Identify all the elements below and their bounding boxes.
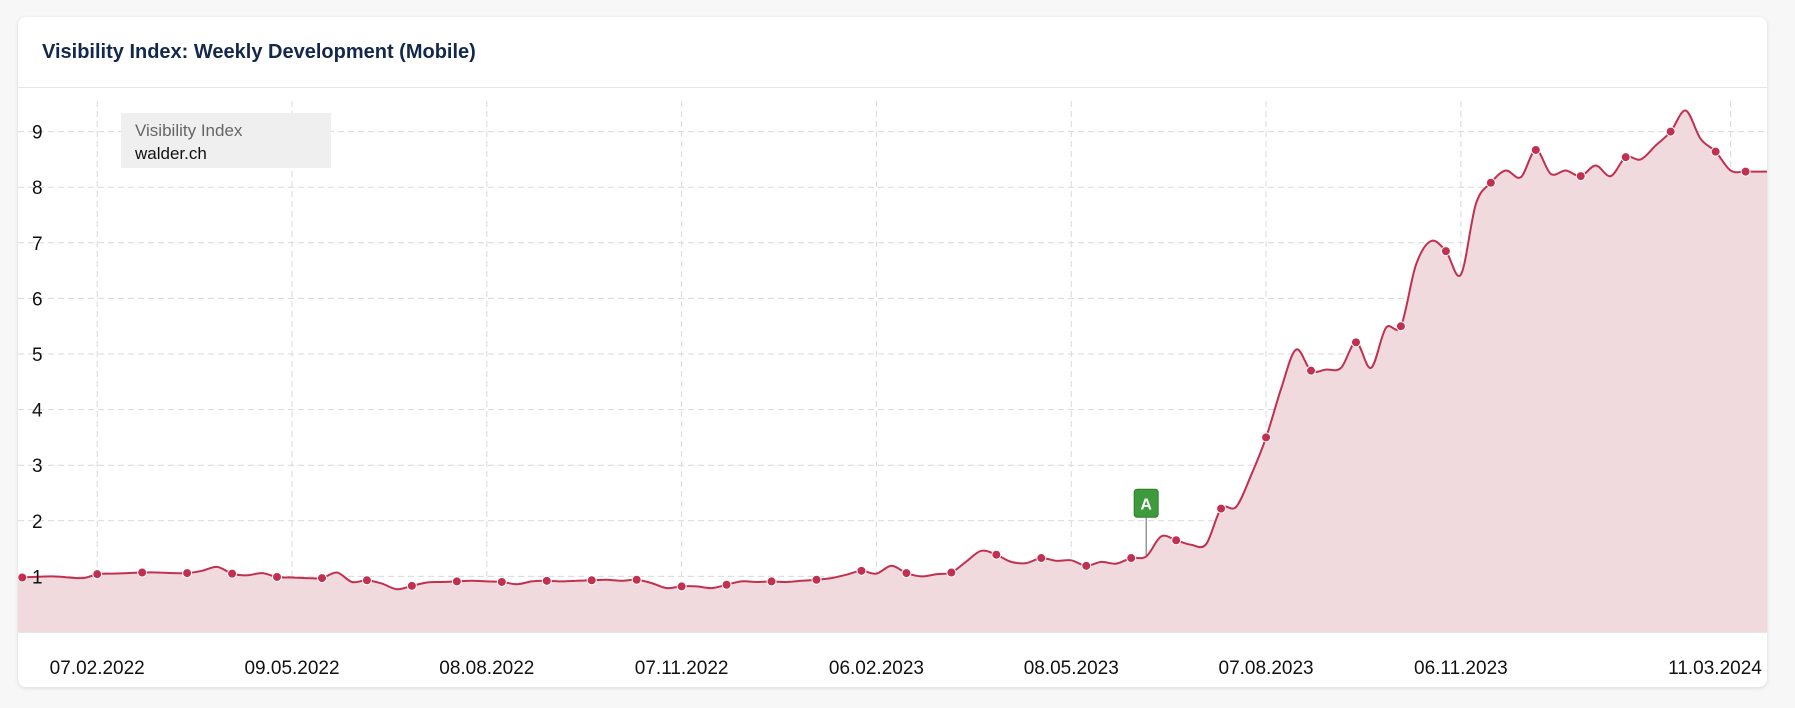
data-point[interactable]	[92, 569, 103, 580]
y-tick-label: 4	[32, 401, 43, 422]
legend-title: Visibility Index	[135, 121, 243, 140]
data-point[interactable]	[406, 580, 417, 591]
x-tick-label: 11.03.2024	[1668, 658, 1762, 679]
data-point[interactable]	[1530, 144, 1541, 155]
visibility-chart: 1 2 3 4 5 6 7 8 9 07.02.2022 09.05.2022 08.08.2022…	[18, 101, 1767, 679]
data-point[interactable]	[631, 574, 642, 585]
x-tick-label: 09.05.2022	[244, 658, 339, 679]
x-tick-label: 08.08.2022	[439, 658, 534, 679]
y-tick-label: 5	[32, 345, 43, 366]
data-point[interactable]	[18, 572, 28, 583]
legend-box: Visibility Index walder.ch	[121, 113, 331, 168]
legend-background	[121, 113, 331, 168]
data-point[interactable]	[766, 576, 777, 587]
data-point[interactable]	[1620, 152, 1631, 163]
data-point[interactable]	[272, 571, 283, 582]
data-point[interactable]	[1306, 365, 1317, 376]
data-point[interactable]	[1261, 432, 1272, 443]
x-axis-ticks: 07.02.2022 09.05.2022 08.08.2022 07.11.2022…	[50, 658, 1763, 679]
data-point[interactable]	[1710, 146, 1721, 157]
data-point[interactable]	[901, 568, 912, 579]
x-tick-label: 06.02.2023	[829, 658, 924, 679]
data-point[interactable]	[1350, 337, 1361, 348]
data-point[interactable]	[1740, 166, 1751, 177]
x-tick-label: 06.11.2023	[1414, 658, 1508, 679]
data-point[interactable]	[1126, 553, 1137, 564]
data-point[interactable]	[1171, 535, 1182, 546]
data-point[interactable]	[137, 567, 148, 578]
data-point[interactable]	[811, 574, 822, 585]
data-point[interactable]	[1440, 246, 1451, 257]
data-point[interactable]	[316, 573, 327, 584]
data-point[interactable]	[1575, 171, 1586, 182]
event-annotations: A	[1133, 488, 1159, 556]
data-point[interactable]	[676, 581, 687, 592]
annotation-flag[interactable]	[1133, 488, 1159, 518]
chart-title: Visibility Index: Weekly Development (Mo…	[42, 40, 476, 63]
data-point[interactable]	[1485, 177, 1496, 188]
data-point[interactable]	[1395, 321, 1406, 332]
data-point[interactable]	[451, 576, 462, 587]
data-point[interactable]	[1036, 553, 1047, 564]
data-point[interactable]	[991, 549, 1002, 560]
data-point[interactable]	[1081, 560, 1092, 571]
x-tick-label: 08.05.2023	[1024, 658, 1119, 679]
y-tick-label: 2	[32, 512, 43, 533]
data-point[interactable]	[1665, 126, 1676, 137]
data-point[interactable]	[721, 579, 732, 590]
y-tick-label: 7	[32, 234, 43, 255]
chart-area: 1 2 3 4 5 6 7 8 9 07.02.2022 09.05.2022 08.08.2022…	[18, 88, 1767, 687]
y-tick-label: 3	[32, 456, 43, 477]
x-tick-label: 07.08.2023	[1219, 658, 1314, 679]
series-area	[18, 110, 1767, 633]
x-tick-label: 07.11.2022	[635, 658, 729, 679]
data-point[interactable]	[182, 568, 193, 579]
data-point[interactable]	[361, 575, 372, 586]
data-point[interactable]	[541, 575, 552, 586]
y-tick-label: 6	[32, 289, 43, 310]
y-tick-label: 9	[32, 123, 43, 144]
y-tick-label: 1	[32, 567, 43, 588]
y-axis-ticks: 1 2 3 4 5 6 7 8 9	[32, 123, 43, 589]
data-point[interactable]	[856, 565, 867, 576]
y-tick-label: 8	[32, 178, 43, 199]
data-point[interactable]	[586, 575, 597, 586]
series-points	[18, 126, 1751, 592]
data-point[interactable]	[1216, 503, 1227, 514]
annotation-label: A	[1140, 496, 1152, 513]
data-point[interactable]	[946, 567, 957, 578]
data-point[interactable]	[496, 576, 507, 587]
card-header: Visibility Index: Weekly Development (Mo…	[18, 17, 1767, 88]
data-point[interactable]	[227, 568, 238, 579]
chart-card: Visibility Index: Weekly Development (Mo…	[18, 17, 1767, 687]
legend-domain: walder.ch	[134, 144, 207, 163]
x-tick-label: 07.02.2022	[50, 658, 145, 679]
